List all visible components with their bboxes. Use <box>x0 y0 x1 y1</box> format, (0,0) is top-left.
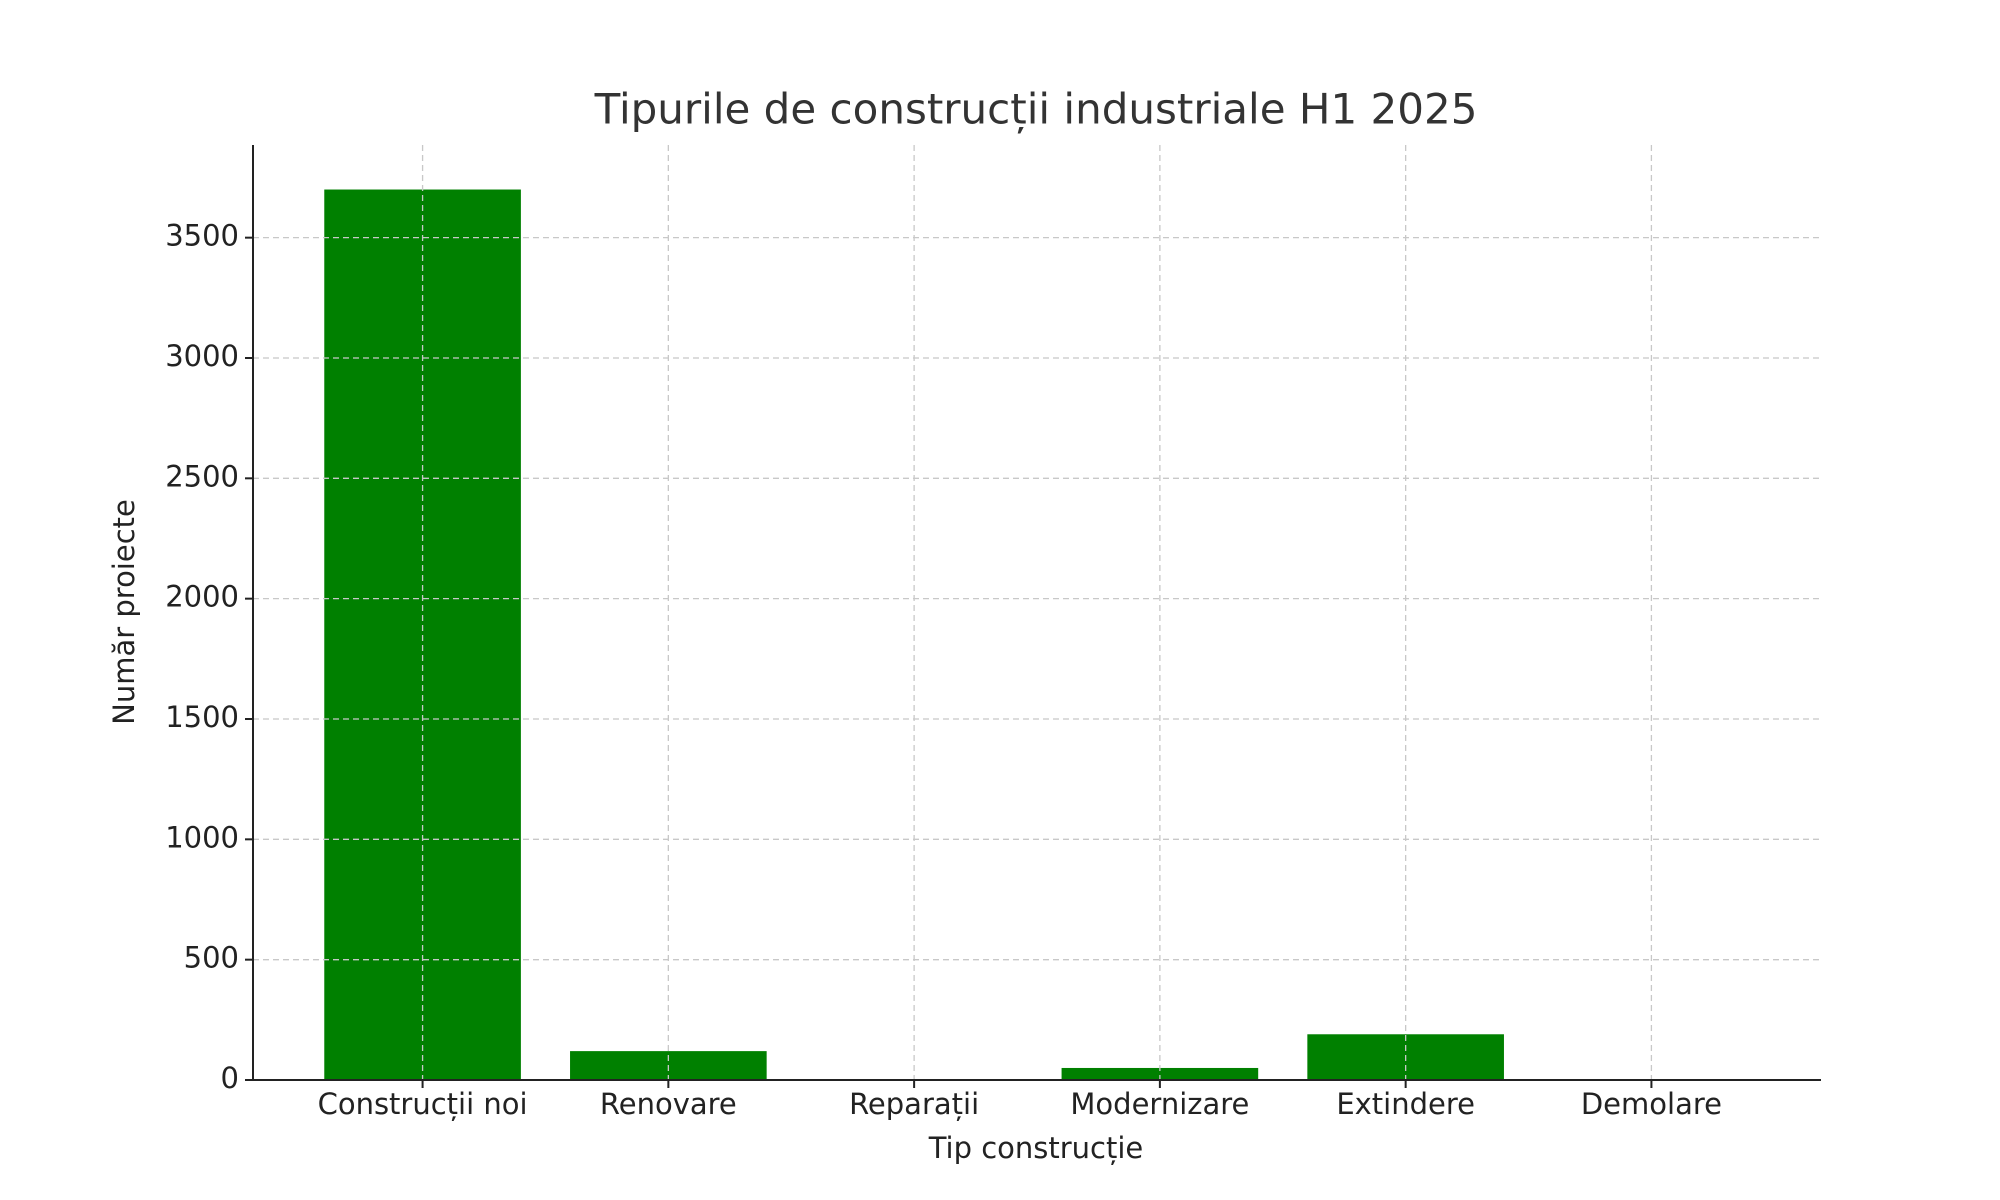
x-tick-label: Reparații <box>849 1087 979 1121</box>
x-tick-label: Renovare <box>600 1087 737 1121</box>
y-axis-label: Număr proiecte <box>107 499 141 725</box>
x-tick-label: Demolare <box>1581 1087 1722 1121</box>
bar <box>1061 1067 1259 1080</box>
x-tick-label: Construcții noi <box>318 1087 528 1121</box>
x-axis-label: Tip construcție <box>928 1131 1144 1165</box>
chart-title: Tipurile de construcții industriale H1 2… <box>594 85 1478 134</box>
y-tick-label: 500 <box>184 941 239 975</box>
y-tick-label: 0 <box>221 1061 239 1095</box>
y-tick-label: 2000 <box>165 580 239 614</box>
y-tick-label: 3000 <box>165 339 239 373</box>
y-tick-label: 1500 <box>165 700 239 734</box>
y-tick-label: 2500 <box>165 459 239 493</box>
y-tick-label: 3500 <box>165 219 239 253</box>
x-tick-label: Extindere <box>1336 1087 1475 1121</box>
x-tick-label: Modernizare <box>1070 1087 1249 1121</box>
y-tick-label: 1000 <box>165 820 239 854</box>
